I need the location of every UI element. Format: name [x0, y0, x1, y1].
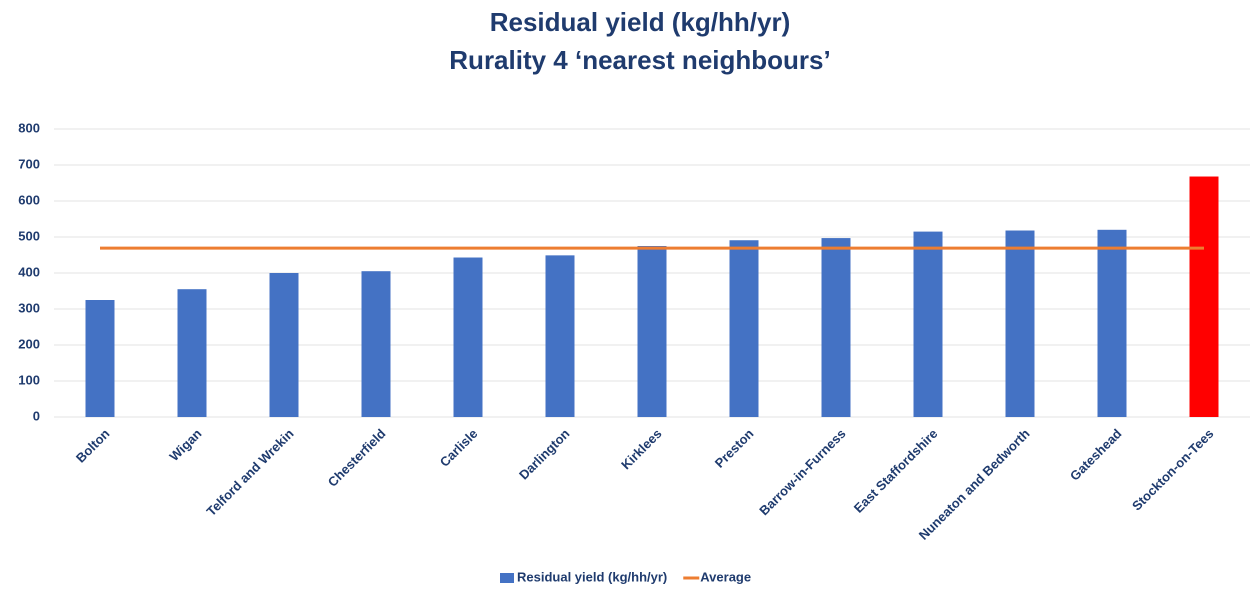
- x-tick-label: Carlisle: [437, 426, 481, 470]
- chart-subtitle: Rurality 4 ‘nearest neighbours’: [449, 45, 830, 75]
- y-tick-label: 100: [18, 372, 40, 387]
- bar: [361, 271, 391, 417]
- bar: [545, 255, 575, 417]
- y-tick-label: 300: [18, 300, 40, 315]
- bar: [729, 240, 759, 417]
- x-tick-label: Bolton: [73, 426, 113, 466]
- y-tick-label: 400: [18, 264, 40, 279]
- x-tick-label: Gateshead: [1067, 426, 1125, 484]
- x-tick-label: Kirklees: [618, 426, 664, 472]
- bar: [269, 273, 299, 417]
- x-tick-label: East Staffordshire: [851, 426, 941, 516]
- bar: [913, 231, 943, 417]
- bar: [1189, 176, 1219, 417]
- x-tick-label: Preston: [712, 426, 757, 471]
- y-tick-label: 0: [33, 408, 40, 423]
- bar: [1005, 230, 1035, 417]
- x-tick-label: Chesterfield: [325, 426, 389, 490]
- x-tick-label: Darlington: [516, 426, 573, 483]
- x-tick-label: Stockton-on-Tees: [1129, 426, 1217, 514]
- bar: [637, 246, 667, 417]
- legend-label: Average: [700, 569, 751, 584]
- bar: [453, 257, 483, 417]
- x-tick-label: Telford and Wrekin: [204, 426, 297, 519]
- y-tick-label: 600: [18, 192, 40, 207]
- y-tick-label: 700: [18, 156, 40, 171]
- y-tick-label: 500: [18, 228, 40, 243]
- legend-label: Residual yield (kg/hh/yr): [517, 569, 667, 584]
- bar: [85, 300, 115, 417]
- y-tick-label: 800: [18, 120, 40, 135]
- y-tick-label: 200: [18, 336, 40, 351]
- bar: [1097, 229, 1127, 417]
- legend-swatch: [500, 573, 514, 583]
- x-tick-label: Wigan: [166, 426, 204, 464]
- bar: [821, 238, 851, 417]
- chart-title: Residual yield (kg/hh/yr): [490, 7, 791, 37]
- x-tick-label: Barrow-in-Furness: [756, 426, 848, 518]
- bar: [177, 289, 207, 417]
